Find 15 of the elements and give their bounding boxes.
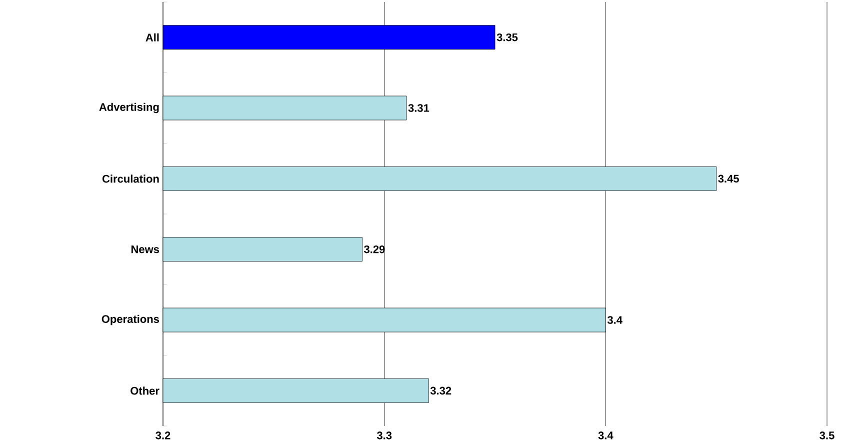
data-label: 3.45 (718, 174, 739, 183)
y-tick-label: News (131, 246, 160, 254)
y-tick-label: Operations (102, 314, 160, 326)
x-tick-label: 3.2 (156, 432, 170, 440)
data-label: 3.31 (408, 104, 430, 112)
data-label: 3.32 (430, 386, 452, 395)
data-label: 3.4 (607, 316, 622, 324)
data-label: 3.35 (496, 33, 518, 42)
y-tick-label: Circulation (102, 174, 159, 183)
y-tick-label: Advertising (99, 102, 159, 114)
y-tick-label: All (146, 33, 159, 42)
x-tick-label: 3.3 (376, 432, 392, 440)
y-tick-label: Other (130, 386, 160, 395)
x-tick-label: 3.4 (598, 432, 614, 440)
x-tick-label: 3.5 (820, 432, 834, 440)
